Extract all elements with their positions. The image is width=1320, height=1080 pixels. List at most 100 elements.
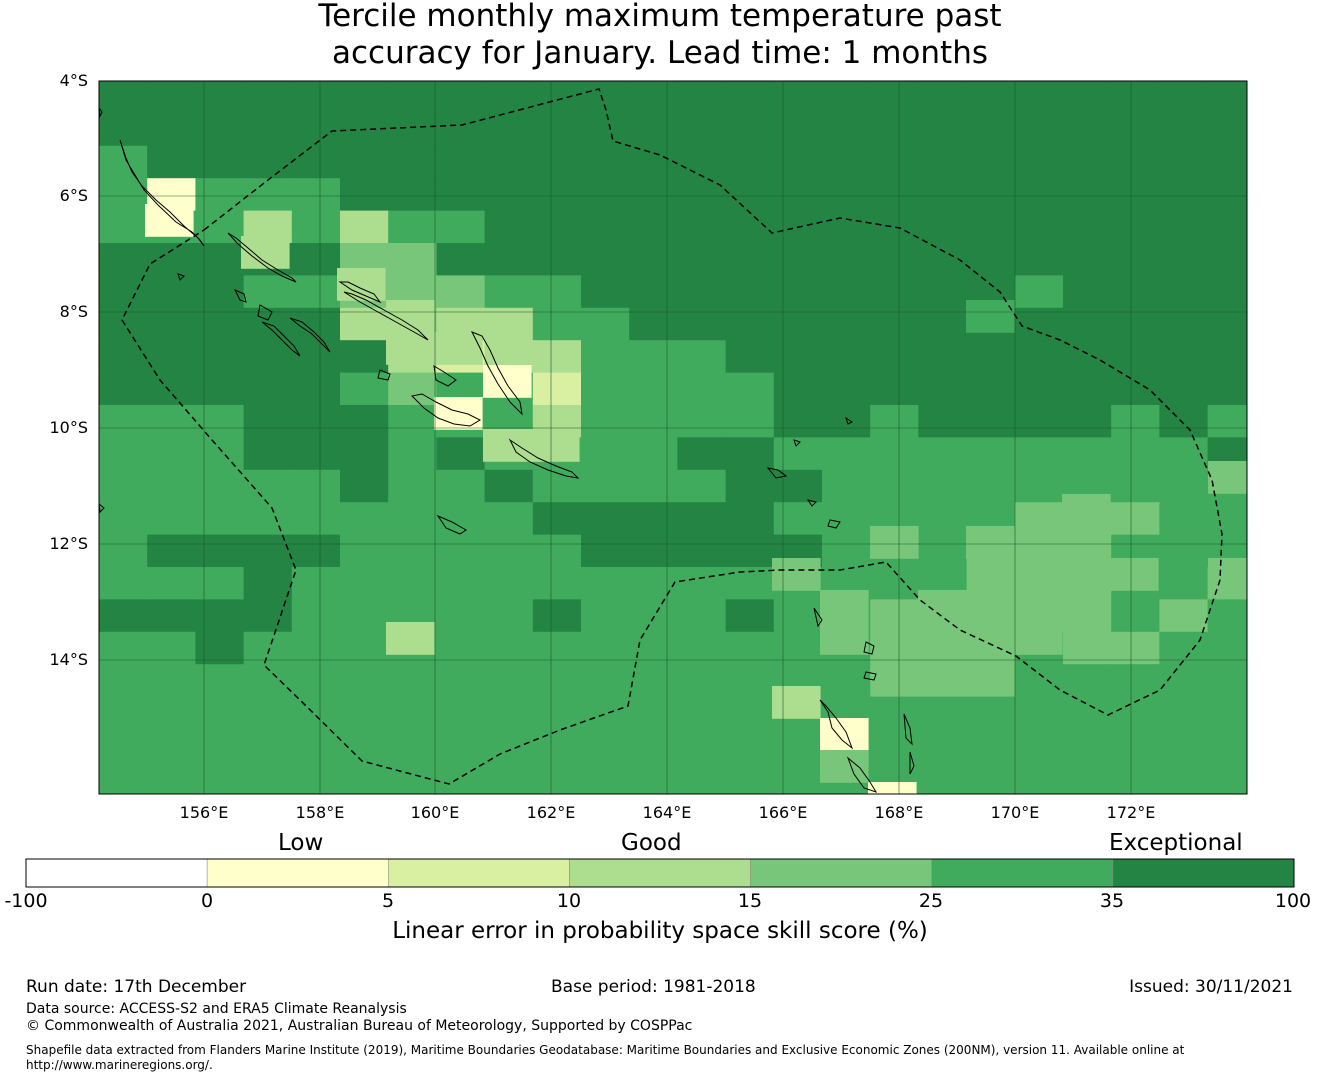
- grid-cell: [99, 761, 148, 794]
- grid-cell: [773, 761, 823, 794]
- grid-cell: [1014, 81, 1064, 114]
- grid-cell: [291, 275, 341, 309]
- grid-cell: [918, 502, 968, 536]
- grid-cell: [1063, 761, 1112, 794]
- grid-cell: [195, 81, 245, 114]
- grid-cell: [773, 437, 823, 471]
- grid-cell: [725, 145, 775, 179]
- grid-cell: [966, 405, 1016, 438]
- colorbar-tick: -100: [4, 890, 48, 912]
- grid-cell: [1111, 631, 1160, 665]
- grid-cell: [436, 534, 486, 568]
- lon-label: 170°E: [990, 803, 1040, 822]
- grid-cell: [532, 567, 582, 600]
- category-exceptional: Exceptional: [1109, 830, 1243, 856]
- grid-cell: [725, 761, 775, 794]
- grid-cell: [1111, 243, 1160, 276]
- grid-cell: [1159, 729, 1209, 762]
- grid-cell: [725, 81, 775, 114]
- category-good: Good: [621, 830, 682, 856]
- base-period: Base period: 1981-2018: [551, 977, 756, 997]
- grid-cell: [532, 729, 582, 762]
- grid-cell: [1111, 664, 1160, 698]
- grid-cell: [629, 567, 678, 600]
- grid-cell: [773, 340, 823, 374]
- grid-cell: [532, 761, 582, 794]
- grid-cell: [291, 243, 341, 276]
- grid-cell: [99, 599, 148, 633]
- grid-cell: [629, 81, 678, 114]
- grid-cell: [629, 437, 678, 471]
- grid-cell: [1111, 405, 1160, 438]
- colorbar-tick: 5: [381, 890, 395, 912]
- grid-cell: [291, 664, 341, 698]
- grid-cell: [1159, 372, 1209, 406]
- grid-cell: [436, 599, 486, 633]
- grid-cell: [918, 696, 968, 730]
- grid-cell: [629, 275, 678, 309]
- grid-cell: [243, 437, 293, 471]
- grid-cell: [966, 113, 1016, 147]
- grid-cell: [629, 113, 678, 147]
- grid-cell: [531, 429, 580, 462]
- grid-cell: [870, 243, 919, 276]
- grid-cell: [581, 275, 630, 309]
- grid-cell: [966, 372, 1016, 406]
- grid-cell: [1063, 372, 1112, 406]
- issued-date: Issued: 30/11/2021: [1129, 977, 1293, 997]
- grid-cell: [725, 437, 775, 471]
- grid-cell: [195, 307, 245, 341]
- grid-cell: [822, 113, 871, 147]
- grid-cell: [532, 372, 582, 406]
- grid-cell: [966, 243, 1016, 276]
- grid-cell: [243, 696, 293, 730]
- grid-cell: [1014, 696, 1064, 730]
- grid-cell: [1111, 275, 1160, 309]
- grid-cell: [1159, 469, 1209, 503]
- grid-cell: [388, 405, 437, 438]
- grid-cell: [629, 664, 678, 698]
- grid-cell: [918, 210, 968, 244]
- lon-label: 166°E: [758, 803, 808, 822]
- grid-cell: [243, 631, 293, 665]
- grid-cell: [820, 590, 869, 623]
- grid-cell: [966, 526, 1015, 559]
- grid-cell: [1063, 178, 1112, 212]
- grid-cell: [388, 437, 437, 471]
- grid-cell: [1159, 81, 1209, 114]
- grid-cell: [629, 243, 678, 276]
- grid-cell: [966, 664, 1016, 698]
- grid-cell: [243, 145, 293, 179]
- grid-cell: [532, 210, 582, 244]
- grid-cell: [1207, 761, 1247, 794]
- grid-cell: [725, 599, 775, 633]
- grid-cell: [388, 534, 437, 568]
- grid-cell: [99, 631, 148, 665]
- grid-cell: [436, 81, 486, 114]
- grid-cell: [773, 275, 823, 309]
- grid-cell: [1063, 696, 1112, 730]
- grid-cell: [484, 210, 534, 244]
- grid-cell: [291, 469, 341, 503]
- grid-cell: [532, 631, 582, 665]
- grid-cell: [532, 696, 582, 730]
- grid-cell: [99, 275, 148, 309]
- grid-cell: [918, 664, 968, 698]
- grid-cell: [532, 178, 582, 212]
- grid-cell: [99, 81, 148, 114]
- grid-cell: [822, 81, 871, 114]
- grid-cell: [1207, 502, 1247, 536]
- grid-cell: [340, 761, 389, 794]
- grid-cell: [388, 469, 437, 503]
- grid-cell: [870, 81, 919, 114]
- grid-cell: [1063, 567, 1112, 600]
- grid-cell: [99, 469, 148, 503]
- grid-cell: [581, 437, 630, 471]
- colorbar-frame: [25, 858, 1295, 888]
- lat-label: 8°S: [59, 302, 88, 321]
- grid-cell: [195, 437, 245, 471]
- grid-cell: [532, 469, 582, 503]
- grid-cell: [1207, 664, 1247, 698]
- grid-cell: [291, 567, 341, 600]
- grid-cell: [532, 307, 582, 341]
